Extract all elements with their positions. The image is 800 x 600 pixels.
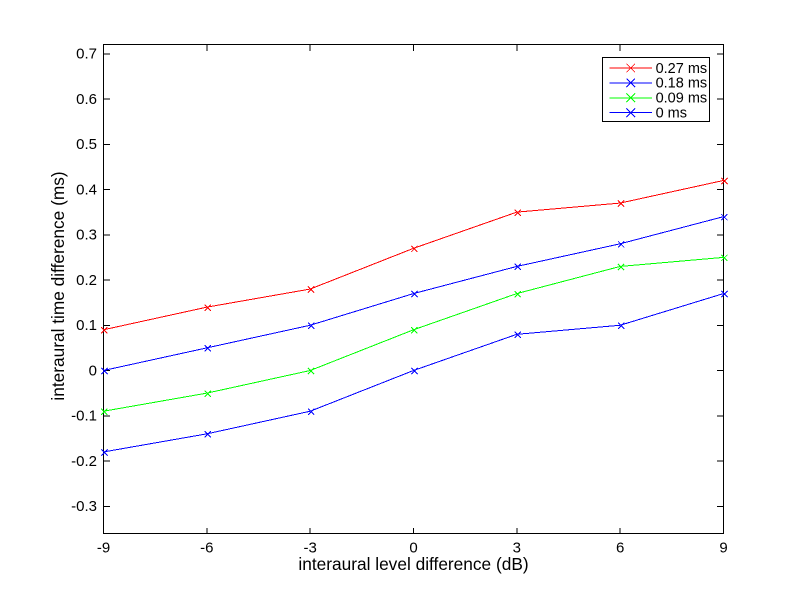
svg-text:-3: -3 (303, 539, 316, 556)
svg-text:0: 0 (409, 539, 417, 556)
svg-text:0 ms: 0 ms (656, 106, 687, 122)
svg-text:-6: -6 (200, 539, 213, 556)
svg-text:0.27 ms: 0.27 ms (656, 61, 708, 77)
svg-text:0: 0 (89, 362, 97, 379)
svg-text:0.2: 0.2 (76, 272, 97, 289)
svg-text:0.18 ms: 0.18 ms (656, 76, 708, 92)
svg-text:0.6: 0.6 (76, 91, 97, 108)
svg-text:interaural level difference (d: interaural level difference (dB) (298, 554, 528, 574)
svg-text:0.7: 0.7 (76, 46, 97, 63)
svg-text:interaural time difference (ms: interaural time difference (ms) (48, 171, 68, 400)
svg-text:3: 3 (513, 539, 521, 556)
svg-text:0.4: 0.4 (76, 181, 97, 198)
svg-text:-0.2: -0.2 (71, 453, 97, 470)
svg-text:6: 6 (616, 539, 624, 556)
svg-text:0.1: 0.1 (76, 317, 97, 334)
svg-text:0.3: 0.3 (76, 227, 97, 244)
svg-text:0.5: 0.5 (76, 136, 97, 153)
svg-text:-9: -9 (97, 539, 110, 556)
svg-text:-0.3: -0.3 (71, 498, 97, 515)
svg-text:0.09 ms: 0.09 ms (656, 91, 708, 107)
svg-text:9: 9 (719, 539, 727, 556)
svg-text:-0.1: -0.1 (71, 408, 97, 425)
